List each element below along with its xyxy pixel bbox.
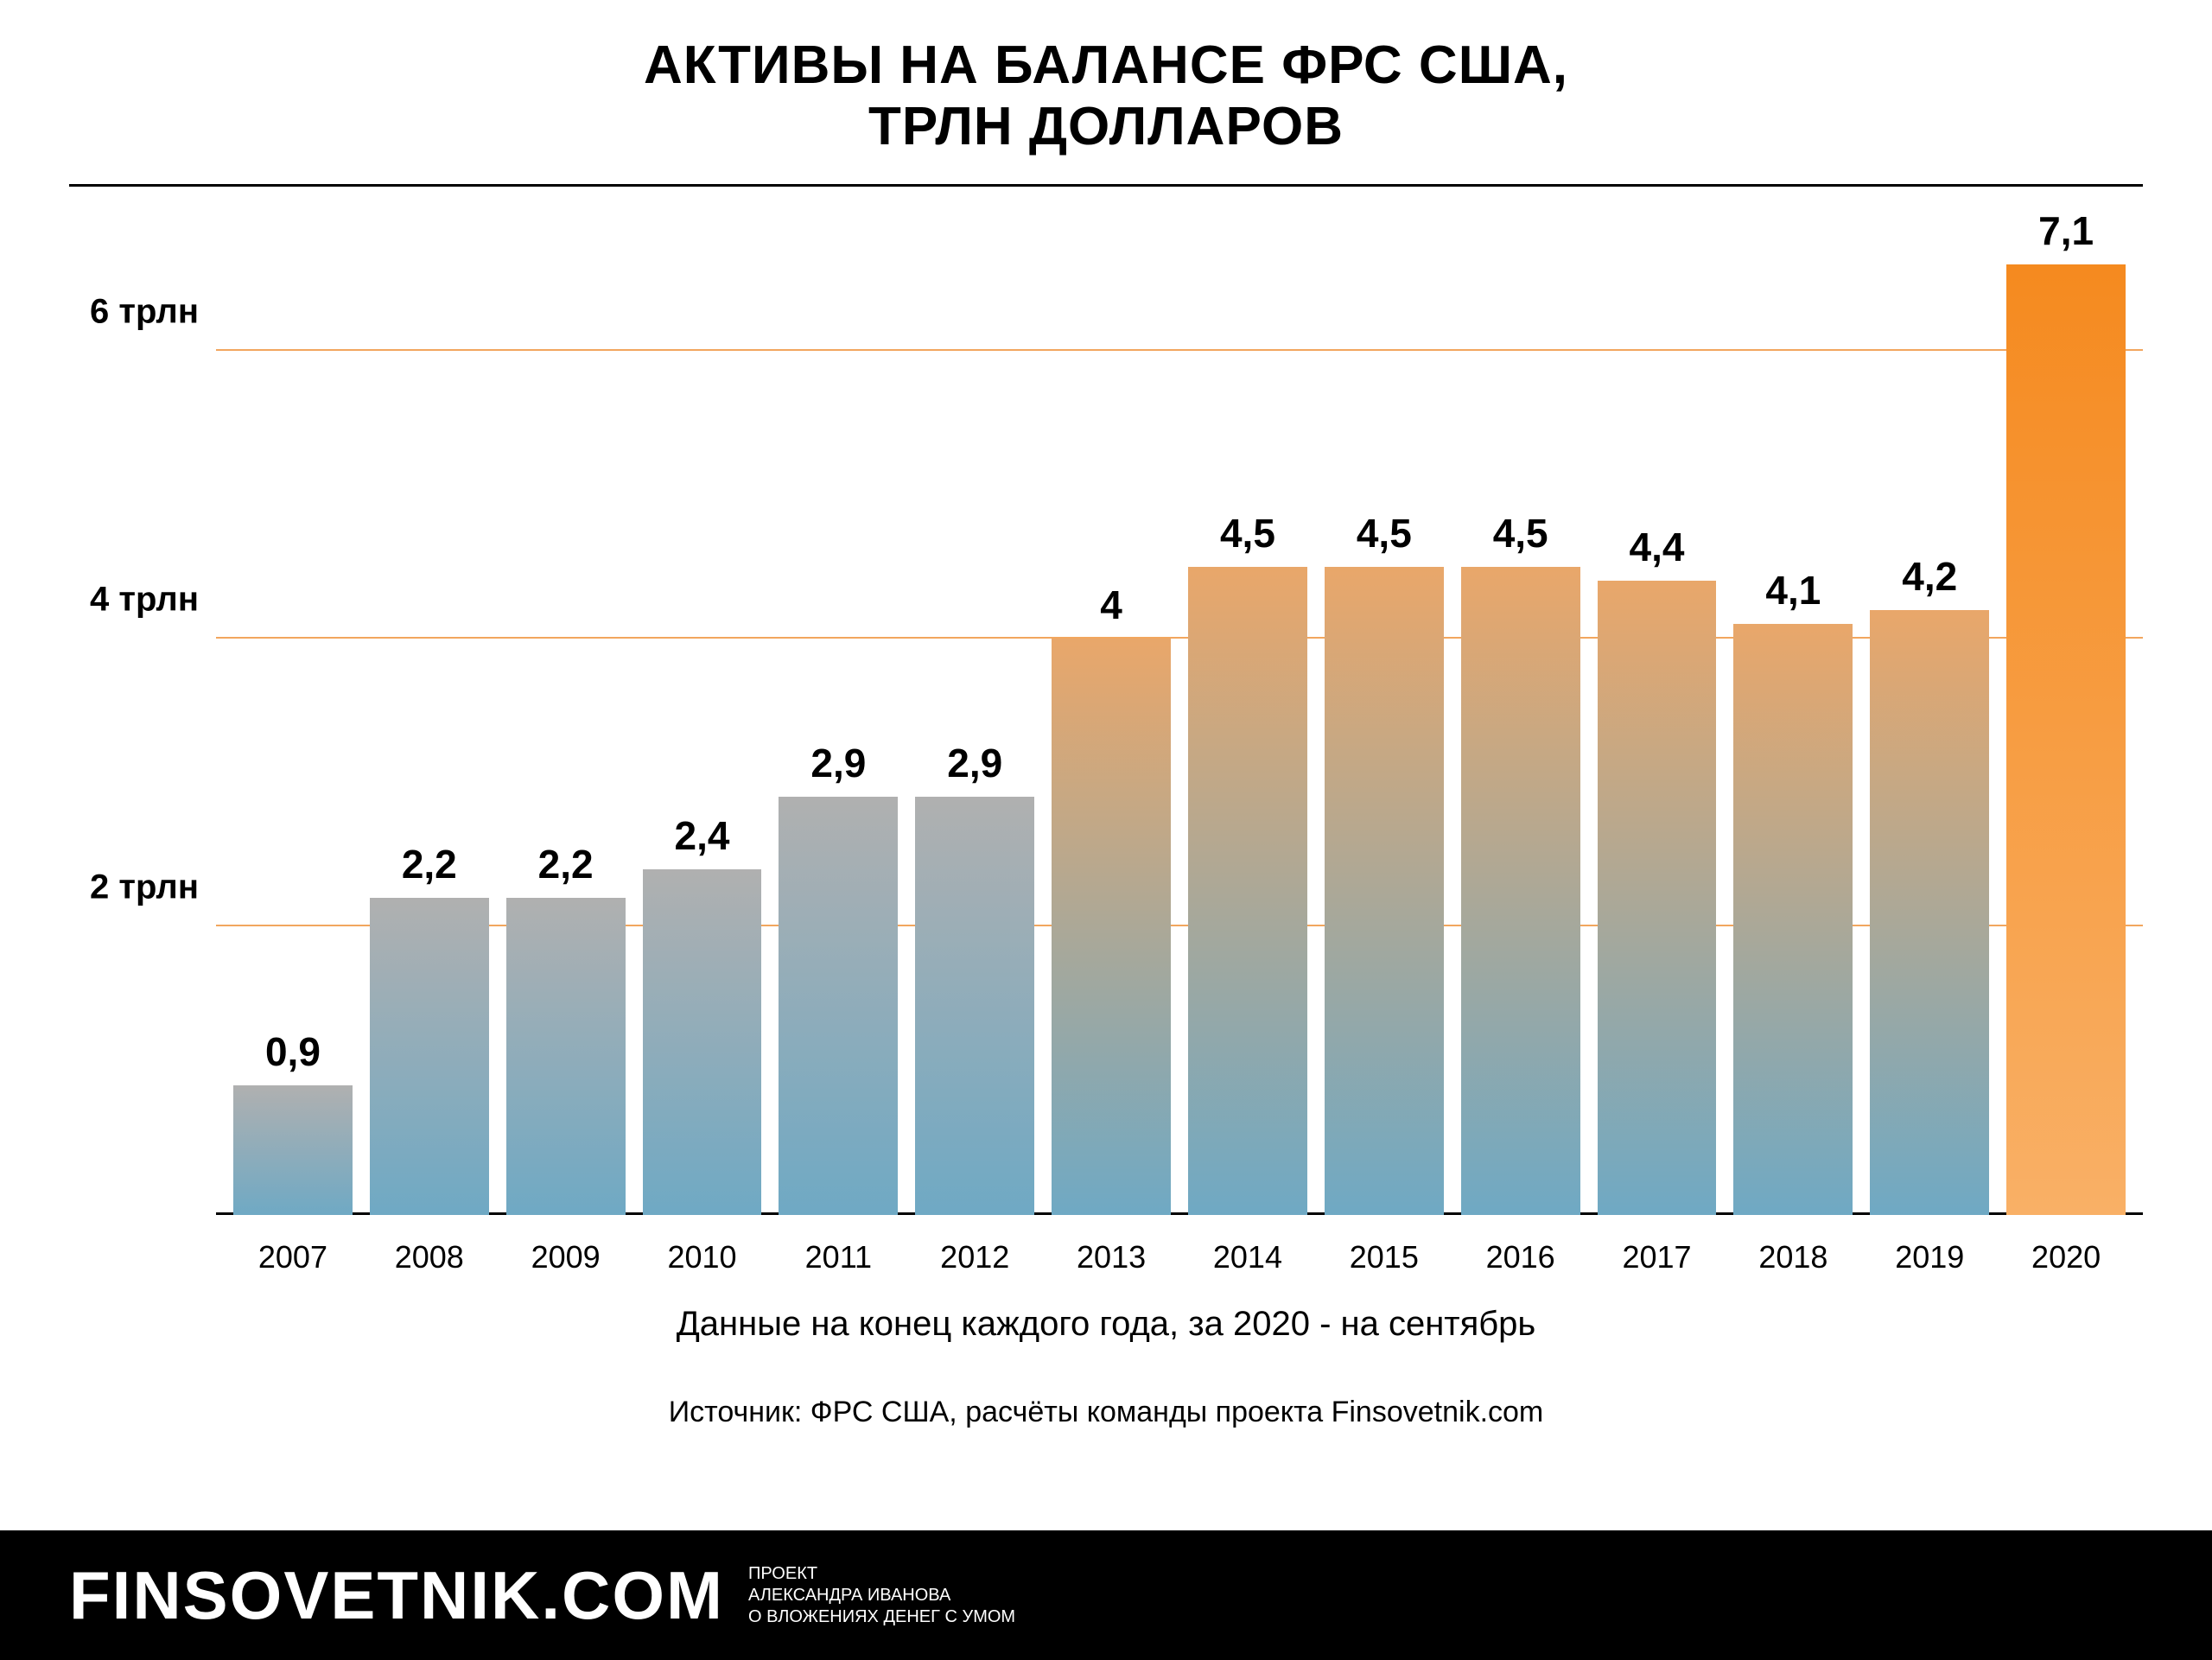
bar-value-label: 0,9 <box>265 1028 321 1075</box>
bar-chart: 2 трлн 4 трлн 6 трлн 0,9 2,2 2,2 2,4 2,9 2,9 4 4,… <box>69 264 2143 1284</box>
footer-tagline: ПРОЕКТ АЛЕКСАНДРА ИВАНОВА О ВЛОЖЕНИЯХ ДЕ… <box>748 1563 1015 1628</box>
bar-value-label: 4,5 <box>1357 510 1412 557</box>
x-tick-label: 2009 <box>498 1224 634 1284</box>
chart-title: АКТИВЫ НА БАЛАНСЕ ФРС США, ТРЛН ДОЛЛАРОВ <box>0 0 2212 158</box>
x-tick-label: 2008 <box>361 1224 498 1284</box>
bar-value-label: 4,4 <box>1630 524 1685 570</box>
bar <box>1188 567 1307 1215</box>
footer: FINSOVETNIK.COM ПРОЕКТ АЛЕКСАНДРА ИВАНОВ… <box>0 1530 2212 1660</box>
bar <box>779 797 898 1214</box>
footer-tagline-3: О ВЛОЖЕНИЯХ ДЕНЕГ С УМОМ <box>748 1607 1015 1626</box>
chart-title-line1: АКТИВЫ НА БАЛАНСЕ ФРС США, <box>644 35 1568 95</box>
x-tick-label: 2016 <box>1452 1224 1589 1284</box>
bar-value-label: 4,5 <box>1220 510 1275 557</box>
bar-value-label: 4,5 <box>1493 510 1548 557</box>
bar-value-label: 4,2 <box>1902 553 1957 600</box>
bar-slot: 4,5 <box>1316 510 1452 1215</box>
x-tick-label: 2014 <box>1179 1224 1316 1284</box>
bar-value-label: 2,4 <box>675 812 730 859</box>
bar <box>1870 610 1989 1215</box>
bar-value-label: 2,2 <box>402 841 457 887</box>
bar <box>643 869 762 1215</box>
plot-area: 0,92,22,22,42,92,944,54,54,54,44,14,27,1 <box>216 264 2143 1215</box>
bar-value-label: 4,1 <box>1765 567 1821 614</box>
x-tick-label: 2018 <box>1725 1224 1861 1284</box>
x-tick-label: 2012 <box>906 1224 1043 1284</box>
bar-slot: 2,2 <box>361 841 498 1215</box>
bar <box>370 898 489 1215</box>
bar <box>1461 567 1580 1215</box>
y-axis: 2 трлн 4 трлн 6 трлн <box>69 264 207 1215</box>
bar <box>915 797 1034 1214</box>
bar-value-label: 2,2 <box>538 841 594 887</box>
x-axis-labels: 2007200820092010201120122013201420152016… <box>216 1224 2143 1284</box>
bar <box>1598 581 1717 1214</box>
bar-value-label: 7,1 <box>2038 207 2094 254</box>
x-tick-label: 2007 <box>225 1224 361 1284</box>
bar-slot: 7,1 <box>1998 207 2134 1215</box>
chart-subtitle: Данные на конец каждого года, за 2020 - … <box>0 1305 2212 1344</box>
bar-value-label: 2,9 <box>947 740 1002 786</box>
bar <box>506 898 626 1215</box>
y-tick-label: 4 трлн <box>90 580 199 619</box>
bar-slot: 4 <box>1043 582 1179 1215</box>
footer-brand: FINSOVETNIK.COM <box>69 1556 724 1635</box>
bar-slot: 4,2 <box>1861 553 1998 1215</box>
bar-slot: 2,9 <box>906 740 1043 1214</box>
bar-slot: 2,4 <box>634 812 771 1215</box>
bar-slot: 0,9 <box>225 1028 361 1215</box>
bar-slot: 4,1 <box>1725 567 1861 1214</box>
x-tick-label: 2015 <box>1316 1224 1452 1284</box>
x-tick-label: 2019 <box>1861 1224 1998 1284</box>
bar-slot: 2,2 <box>498 841 634 1215</box>
bar-slot: 4,5 <box>1452 510 1589 1215</box>
bar-slot: 4,5 <box>1179 510 1316 1215</box>
y-tick-label: 6 трлн <box>90 292 199 331</box>
bar-highlight <box>2006 264 2126 1215</box>
footer-tagline-2: АЛЕКСАНДРА ИВАНОВА <box>748 1586 950 1605</box>
x-tick-label: 2017 <box>1589 1224 1726 1284</box>
title-divider <box>69 184 2143 187</box>
bars-container: 0,92,22,22,42,92,944,54,54,54,44,14,27,1 <box>216 264 2143 1215</box>
footer-tagline-1: ПРОЕКТ <box>748 1564 817 1583</box>
x-tick-label: 2020 <box>1998 1224 2134 1284</box>
x-tick-label: 2013 <box>1043 1224 1179 1284</box>
bar-slot: 4,4 <box>1589 524 1726 1214</box>
bar <box>1325 567 1444 1215</box>
bar <box>1733 624 1853 1214</box>
bar <box>233 1085 353 1215</box>
x-tick-label: 2011 <box>770 1224 906 1284</box>
chart-title-line2: ТРЛН ДОЛЛАРОВ <box>868 97 1344 156</box>
y-tick-label: 2 трлн <box>90 868 199 907</box>
chart-source: Источник: ФРС США, расчёты команды проек… <box>0 1396 2212 1429</box>
bar <box>1052 639 1171 1215</box>
bar-slot: 2,9 <box>770 740 906 1214</box>
bar-value-label: 2,9 <box>810 740 866 786</box>
x-tick-label: 2010 <box>634 1224 771 1284</box>
bar-value-label: 4 <box>1100 582 1122 628</box>
